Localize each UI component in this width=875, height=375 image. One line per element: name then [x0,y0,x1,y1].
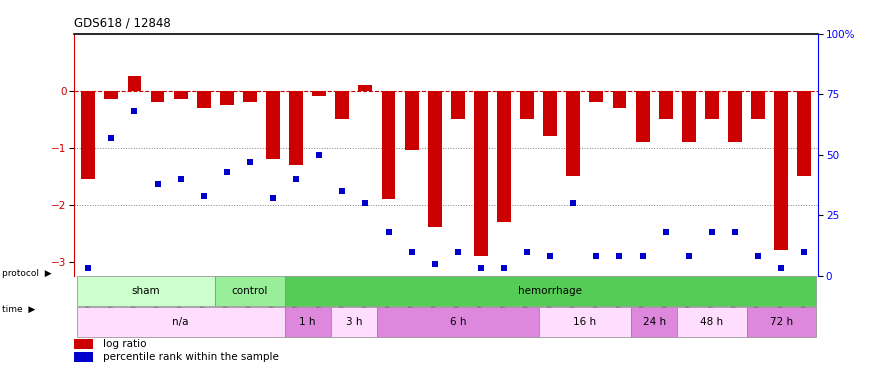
Bar [284,276,816,306]
Bar [335,91,349,119]
Point [197,193,211,199]
Bar [751,91,765,119]
Bar [220,91,234,105]
Point [312,152,326,158]
Point [382,229,396,235]
Bar [677,307,746,337]
Bar [590,91,604,102]
Point [797,249,811,255]
Point [243,159,257,165]
Bar [543,91,557,136]
Bar [612,91,626,108]
Point [682,254,696,260]
Point [659,229,673,235]
Bar [74,339,93,349]
Point [289,176,303,182]
Bar [520,91,534,119]
Bar [104,91,118,99]
Bar [284,307,331,337]
Text: GDS618 / 12848: GDS618 / 12848 [74,17,172,30]
Bar [566,91,580,176]
Bar [631,307,677,337]
Bar [359,85,373,91]
Point [150,181,164,187]
Text: hemorrhage: hemorrhage [518,286,582,296]
Point [81,266,95,272]
Text: control: control [232,286,268,296]
Point [335,188,349,194]
Bar [81,91,95,179]
Text: 48 h: 48 h [700,317,724,327]
Point [451,249,465,255]
Bar [474,91,488,256]
Text: protocol  ▶: protocol ▶ [2,268,52,278]
Bar [635,91,649,142]
Bar [74,352,93,362]
Bar [150,91,164,102]
Point [612,254,626,260]
Bar [797,91,811,176]
Bar [243,91,257,102]
Text: sham: sham [131,286,160,296]
Point [428,261,442,267]
Bar [659,91,673,119]
Bar [382,91,396,199]
Bar [77,307,284,337]
Point [104,135,118,141]
Bar [404,91,418,150]
Bar [746,307,816,337]
Bar [77,276,215,306]
Text: percentile rank within the sample: percentile rank within the sample [102,352,278,362]
Text: log ratio: log ratio [102,339,146,349]
Text: 6 h: 6 h [450,317,466,327]
Text: 72 h: 72 h [770,317,793,327]
Point [774,266,788,272]
Point [728,229,742,235]
Bar [197,91,211,108]
Bar [215,276,284,306]
Bar [539,307,631,337]
Bar [428,91,442,227]
Point [474,266,488,272]
Point [635,254,649,260]
Bar [289,91,303,165]
Point [497,266,511,272]
Point [705,229,719,235]
Text: 3 h: 3 h [346,317,362,327]
Text: 24 h: 24 h [642,317,666,327]
Bar [497,91,511,222]
Bar [682,91,696,142]
Point [751,254,765,260]
Text: 16 h: 16 h [573,317,597,327]
Bar [705,91,718,119]
Point [173,176,187,182]
Bar [266,91,280,159]
Point [543,254,557,260]
Point [520,249,534,255]
Bar [774,91,788,250]
Point [359,200,373,206]
Bar [728,91,742,142]
Point [566,200,580,206]
Text: n/a: n/a [172,317,189,327]
Text: 1 h: 1 h [299,317,316,327]
Point [128,108,142,114]
Point [404,249,418,255]
Text: time  ▶: time ▶ [2,305,35,314]
Bar [312,91,326,96]
Point [220,169,234,175]
Bar [128,76,142,91]
Point [590,254,604,260]
Bar [174,91,187,99]
Bar [377,307,539,337]
Point [266,195,280,201]
Bar [451,91,465,119]
Bar [331,307,377,337]
